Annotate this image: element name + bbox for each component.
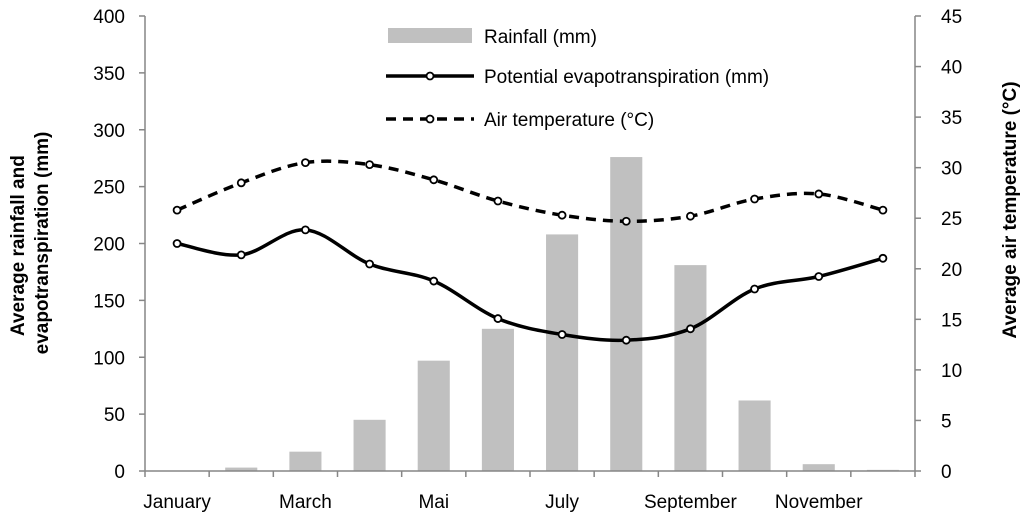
- temperature-point-december: [878, 205, 888, 215]
- y-left-tick-label: 50: [104, 405, 125, 426]
- y-left-tick-label: 0: [114, 462, 125, 483]
- y-right-tick-label: 45: [941, 7, 962, 28]
- temperature-point-july: [557, 210, 567, 220]
- pet-point-april: [365, 259, 374, 269]
- x-tick-label-january: January: [143, 492, 211, 513]
- y-right-tick-label: 10: [941, 361, 962, 382]
- pet-point-september: [686, 324, 695, 334]
- line-series: [172, 158, 888, 345]
- pet-point-february: [236, 250, 246, 260]
- y-right-tick-label: 5: [941, 411, 952, 432]
- rainfall-bar-july: [546, 234, 579, 471]
- legend: Rainfall (mm) Potential evapotranspirati…: [386, 27, 769, 131]
- pet-point-march: [301, 225, 310, 235]
- y-right-axis-title: Average air temperature (°C): [1000, 81, 1021, 338]
- legend-pet-marker: [425, 71, 435, 81]
- y-right-tick-label: 40: [941, 58, 962, 79]
- x-tick-label-july: July: [545, 492, 579, 513]
- y-left-title-line1: Average rainfall and: [8, 155, 29, 336]
- temperature-point-april: [365, 160, 374, 170]
- temperature-point-november: [814, 189, 824, 199]
- x-tick-labels: January March Mai July September November: [143, 492, 863, 513]
- y-right-tick-label: 15: [941, 310, 962, 331]
- rainfall-bar-february: [225, 467, 258, 471]
- y-right-tick-label: 25: [941, 209, 962, 230]
- pet-point-november: [814, 272, 824, 281]
- pet-point-january: [172, 239, 182, 248]
- y-left-tick-label: 300: [93, 121, 125, 142]
- temperature-point-mai: [429, 175, 439, 185]
- temperature-point-march: [301, 158, 310, 168]
- rainfall-bar-september: [674, 265, 707, 471]
- legend-rainfall-label: Rainfall (mm): [484, 27, 597, 48]
- x-tick-label-september: September: [644, 492, 738, 513]
- rainfall-bar-june: [481, 328, 514, 471]
- rainfall-bar-october: [738, 400, 771, 471]
- pet-line: [176, 228, 884, 343]
- temperature-point-august: [621, 216, 631, 226]
- temperature-point-february: [236, 178, 246, 188]
- legend-temp-label: Air temperature (°C): [484, 110, 654, 131]
- rainfall-bar-march: [289, 451, 322, 471]
- rainfall-bars: [225, 157, 899, 472]
- temperature-point-january: [172, 205, 182, 215]
- rainfall-bar-november: [802, 464, 835, 471]
- pet-point-august: [621, 335, 631, 345]
- legend-rainfall-swatch: [388, 28, 472, 43]
- y-left-title-line2: evapotranspiration (mm): [32, 132, 53, 355]
- rainfall-bar-april: [353, 419, 386, 471]
- rainfall-bar-mai: [417, 360, 450, 471]
- x-tick-label-march: March: [279, 492, 332, 513]
- y-left-tick-labels: 0 50 100 150 200 250 300 350 400: [93, 7, 125, 483]
- y-left-tick-label: 100: [93, 348, 125, 369]
- y-left-tick-label: 350: [93, 64, 125, 85]
- rainfall-bar-august: [610, 157, 643, 472]
- legend-temp-marker: [425, 114, 435, 124]
- temperature-line: [176, 159, 884, 224]
- pet-point-june: [493, 314, 503, 323]
- temperature-point-october: [750, 194, 759, 204]
- y-left-tick-label: 250: [93, 178, 125, 199]
- y-right-tick-label: 30: [941, 159, 962, 180]
- y-right-tick-label: 0: [941, 462, 952, 483]
- x-tick-label-mai: Mai: [418, 492, 449, 513]
- y-right-tick-label: 20: [941, 260, 962, 281]
- pet-point-december: [878, 253, 888, 263]
- y-right-tick-labels: 0 5 10 15 20 25 30 35 40 45: [941, 7, 962, 483]
- y-left-tick-label: 200: [93, 235, 125, 256]
- x-tick-label-november: November: [775, 492, 863, 513]
- pet-point-mai: [429, 276, 439, 286]
- y-right-tick-label: 35: [941, 108, 962, 129]
- y-left-tick-label: 150: [93, 291, 125, 312]
- pet-point-july: [557, 330, 567, 339]
- tick-marks: [139, 15, 921, 477]
- temperature-point-september: [686, 211, 695, 221]
- y-left-axis-title: Average rainfall and evapotranspiration …: [8, 132, 53, 355]
- temperature-point-june: [493, 196, 503, 206]
- pet-point-october: [750, 284, 759, 294]
- y-left-tick-label: 400: [93, 7, 125, 28]
- legend-pet-label: Potential evapotranspiration (mm): [484, 67, 769, 88]
